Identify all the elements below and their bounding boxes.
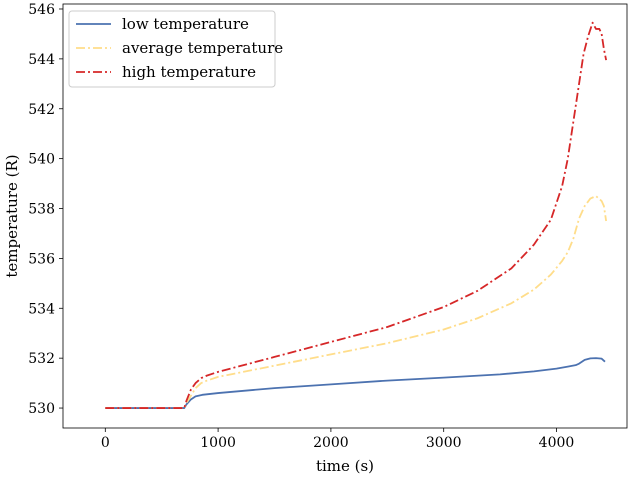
legend-label-low-temperature: low temperature — [122, 15, 249, 33]
y-tick-label: 536 — [28, 251, 55, 267]
x-tick-label: 2000 — [313, 435, 349, 451]
legend: low temperature average temperature high t… — [68, 10, 283, 88]
legend-label-average-temperature: average temperature — [122, 39, 283, 57]
y-tick-label: 544 — [28, 52, 55, 68]
series-line-low-temperature — [105, 357, 606, 409]
series-line-high-temperature — [105, 21, 608, 409]
y-tick-label: 540 — [28, 152, 55, 168]
x-tick-label: 0 — [101, 435, 110, 451]
x-axis: 0 1000 2000 3000 4000 — [101, 428, 574, 451]
y-tick-label: 532 — [28, 351, 55, 367]
y-tick-label: 530 — [28, 401, 55, 417]
x-tick-label: 3000 — [426, 435, 462, 451]
y-axis: 530 532 534 536 538 540 542 544 546 — [28, 2, 63, 417]
y-tick-label: 534 — [28, 301, 55, 317]
y-tick-label: 546 — [28, 2, 55, 18]
y-tick-label: 538 — [28, 202, 55, 218]
series-layer — [105, 21, 608, 409]
legend-label-high-temperature: high temperature — [122, 63, 256, 81]
y-axis-label: temperature (R) — [3, 154, 21, 277]
series-line-average-temperature — [105, 195, 608, 409]
x-tick-label: 1000 — [200, 435, 236, 451]
y-tick-label: 542 — [28, 102, 55, 118]
x-tick-label: 4000 — [539, 435, 575, 451]
plot-frame — [62, 3, 628, 429]
x-axis-label: time (s) — [316, 457, 374, 475]
legend-box — [68, 10, 276, 88]
